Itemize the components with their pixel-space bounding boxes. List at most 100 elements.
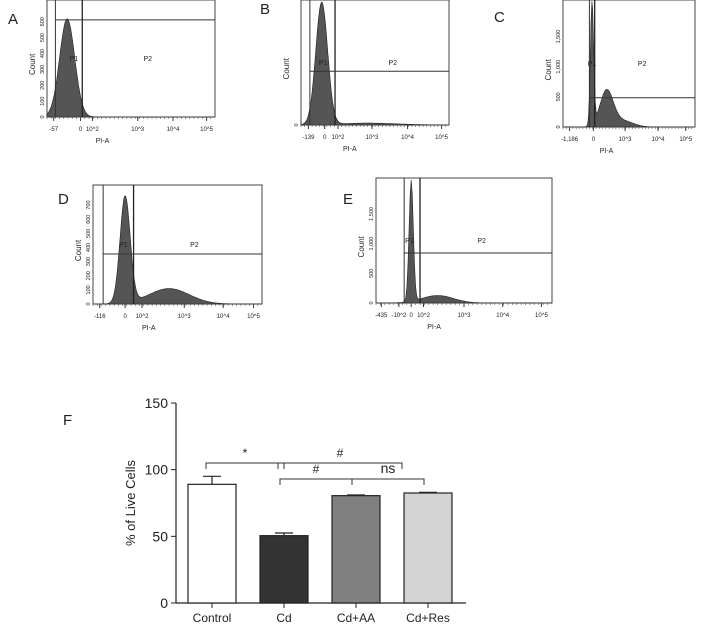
- panel-label: D: [58, 191, 69, 208]
- y-tick-label: 600: [86, 215, 92, 224]
- significance-label: ns: [381, 460, 396, 476]
- x-tick-label: 0: [592, 137, 596, 143]
- x-tick-label: -139: [302, 135, 315, 141]
- gate-label-p1: P1: [319, 60, 328, 67]
- significance-label: #: [337, 446, 344, 460]
- bar-control: [187, 483, 237, 604]
- y-axis-label: Count: [357, 235, 366, 257]
- y-tick-label: 500: [40, 33, 46, 42]
- x-tick-label: 10^3: [131, 127, 144, 133]
- x-tick-label: -10^2: [391, 313, 406, 319]
- y-tick-label: 0: [369, 301, 375, 304]
- x-axis-label: PI-A: [142, 325, 156, 332]
- x-tick-label: 10^3: [366, 135, 379, 141]
- gate-label-p1: P1: [588, 61, 597, 68]
- x-axis-label: PI-A: [96, 138, 110, 145]
- x-tick-label: 10^5: [679, 137, 692, 143]
- x-tick-label: Control: [193, 611, 232, 625]
- flow-panel-b: B P1 P2 -139 0 10^2 10^3 10^4 10^5 PI-A 0 Count: [260, 0, 450, 153]
- panel-label: C: [494, 9, 505, 26]
- x-tick-label: 10^3: [178, 314, 191, 320]
- x-tick-label: -435: [375, 313, 388, 319]
- x-tick-label: 10^5: [535, 313, 548, 319]
- y-axis-label: Count: [544, 58, 553, 80]
- y-tick-label: 100: [86, 285, 92, 294]
- bracket-line: [277, 462, 403, 469]
- x-tick-label: 10^4: [217, 314, 230, 320]
- y-tick-label: 600: [40, 17, 46, 26]
- histogram: [376, 179, 552, 304]
- x-tick-label: -116: [94, 314, 106, 320]
- x-tick-label: -57: [49, 127, 58, 133]
- plot-frame: [375, 177, 553, 304]
- y-axis-label: Count: [74, 239, 83, 261]
- flow-panel-d: D P1 P2 -116 0 10^2 10^3 10^4 10^5 PI-A 0 100 200 300…: [58, 184, 263, 332]
- x-tick-label: 0: [323, 135, 327, 141]
- y-axis-label: Count: [28, 53, 37, 75]
- bracket-line: [279, 478, 353, 485]
- bar-cd-res: [403, 492, 453, 604]
- bar-cd-aa: [331, 495, 381, 604]
- x-tick-label: 10^4: [652, 137, 665, 143]
- bar-cd: [259, 535, 309, 604]
- histogram: [93, 195, 262, 305]
- gate-label-p2: P2: [638, 61, 647, 68]
- y-tick-label: 1,500: [556, 30, 562, 44]
- y-tick-label: 200: [40, 81, 46, 90]
- x-tick-label: 0: [410, 313, 414, 319]
- x-axis-label: PI-A: [600, 148, 614, 155]
- x-tick-label: 0: [123, 314, 127, 320]
- bar-chart-f: F 0 50 100 150 % of Live Cells Control Cd Cd+AA C…: [63, 395, 466, 625]
- x-tick-label: 10^5: [247, 314, 260, 320]
- x-tick-label: Cd+Res: [406, 611, 450, 625]
- y-tick-label: 700: [86, 200, 92, 209]
- y-tick-label: 400: [40, 49, 46, 58]
- y-tick-label: 1,500: [369, 207, 375, 221]
- x-tick-label: -1,186: [561, 137, 579, 143]
- y-axis-label: % of Live Cells: [123, 460, 138, 546]
- y-tick-label: 100: [40, 97, 46, 106]
- bracket-line: [351, 478, 425, 485]
- significance-label: #: [313, 462, 320, 476]
- y-tick-label: 0: [86, 302, 92, 305]
- significance-bracket-1: #: [277, 446, 403, 469]
- y-tick-label: 0: [160, 595, 168, 611]
- plot-frame: [562, 0, 696, 128]
- panel-label: E: [343, 191, 353, 208]
- x-tick-label: 10^4: [401, 135, 414, 141]
- panel-label: A: [8, 11, 18, 28]
- histogram: [563, 1, 695, 128]
- x-tick-label: 10^2: [417, 313, 430, 319]
- y-tick-label: 200: [86, 271, 92, 280]
- x-tick-label: 10^3: [458, 313, 471, 319]
- x-tick-label: 10^2: [332, 135, 345, 141]
- x-tick-label: 10^5: [435, 135, 448, 141]
- y-tick-label: 1,000: [369, 237, 375, 251]
- x-tick-label: 10^4: [167, 127, 180, 133]
- x-tick-label: 10^5: [200, 127, 213, 133]
- y-tick-label: 0: [294, 123, 300, 126]
- y-axis-label: Count: [282, 57, 291, 79]
- x-tick-label: 10^4: [496, 313, 509, 319]
- y-tick-label: 400: [86, 243, 92, 252]
- flow-panel-a: AP1 P2-57 0 10^2 10^3 10^4 10^5PI-A01002003004…: [8, 0, 216, 145]
- x-axis-label: PI-A: [427, 324, 441, 331]
- y-tick-label: 150: [145, 395, 169, 411]
- y-tick-label: 500: [369, 269, 375, 278]
- y-tick-label: 500: [86, 229, 92, 238]
- flow-cytometry-panels: AP1 P2-57 0 10^2 10^3 10^4 10^5PI-A01002003004…: [8, 0, 696, 332]
- gate-label-p2: P2: [190, 242, 199, 249]
- x-tick-label: 10^2: [86, 127, 99, 133]
- significance-bracket-2: #: [279, 462, 353, 485]
- y-tick-label: 50: [152, 528, 168, 544]
- y-tick-label: 1,000: [556, 60, 562, 74]
- flow-panel-c: C P1 P2 -1,186 0 10^3 10^4 10^5 PI-A 0 500 1,000 1,5…: [494, 0, 696, 155]
- significance-bracket-3: ns: [351, 460, 425, 485]
- x-tick-label: 10^3: [619, 137, 632, 143]
- y-tick-label: 0: [40, 115, 46, 118]
- significance-label: *: [243, 446, 248, 460]
- bracket-line: [205, 462, 285, 469]
- histogram: [300, 1, 449, 126]
- x-tick-label: 0: [79, 127, 83, 133]
